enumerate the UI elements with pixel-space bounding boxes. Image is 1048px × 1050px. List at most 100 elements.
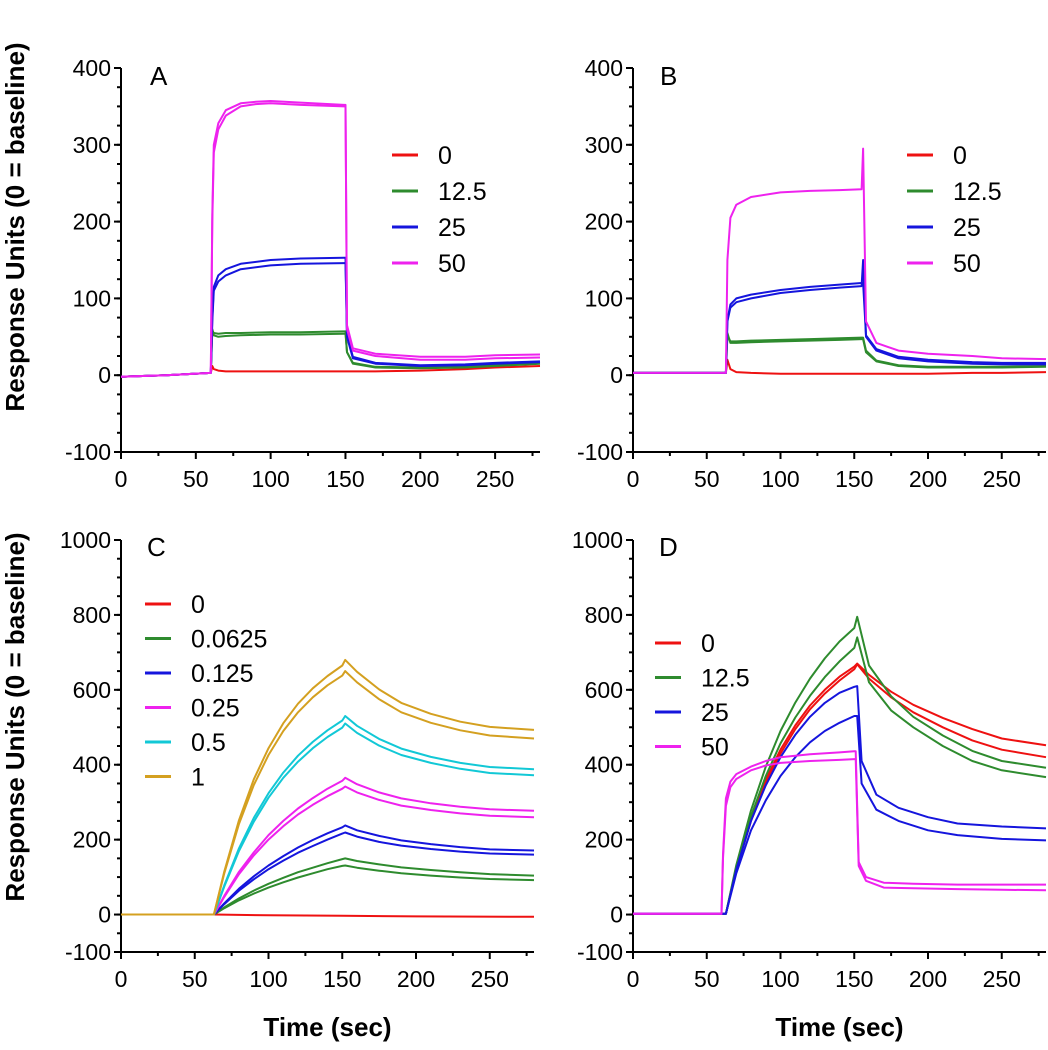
x-tick-label: 0 bbox=[627, 466, 640, 492]
legend-label: 50 bbox=[953, 250, 981, 278]
y-tick-label: 800 bbox=[585, 602, 623, 628]
legend-label: 0.0625 bbox=[191, 626, 267, 654]
legend-label: 25 bbox=[953, 214, 981, 242]
series-line-1 bbox=[121, 658, 535, 916]
series-line-0.5 bbox=[121, 722, 535, 916]
x-tick-label: 50 bbox=[694, 466, 720, 492]
series-line-50 bbox=[120, 102, 541, 378]
series-line-0.125 bbox=[121, 824, 535, 916]
legend-label: 50 bbox=[701, 734, 729, 762]
series-line-12.5 bbox=[120, 329, 541, 378]
legend-label: 12.5 bbox=[701, 665, 750, 693]
x-tick-label: 100 bbox=[251, 466, 289, 492]
x-tick-label: 100 bbox=[249, 966, 287, 992]
y-tick-label: -100 bbox=[577, 439, 623, 465]
y-tick-label: 0 bbox=[610, 902, 623, 928]
x-axis-title: Time (sec) bbox=[263, 1012, 391, 1042]
y-tick-label: 400 bbox=[73, 55, 111, 81]
y-tick-label: 400 bbox=[585, 55, 623, 81]
series-line-50 bbox=[633, 147, 1047, 374]
y-tick-label: -100 bbox=[577, 939, 623, 965]
series-line-0.125 bbox=[121, 831, 535, 916]
panel-letter: C bbox=[147, 532, 166, 562]
y-tick-label: 200 bbox=[73, 827, 111, 853]
x-tick-label: 50 bbox=[182, 966, 208, 992]
series-line-12.5 bbox=[120, 328, 541, 378]
series-line-0.25 bbox=[121, 785, 535, 916]
panel-letter: B bbox=[660, 61, 677, 91]
x-tick-label: 200 bbox=[401, 466, 439, 492]
panel-letter: D bbox=[659, 532, 678, 562]
y-tick-label: 600 bbox=[73, 677, 111, 703]
x-tick-label: 250 bbox=[476, 466, 514, 492]
series-line-25 bbox=[633, 685, 1047, 915]
x-tick-label: 250 bbox=[983, 466, 1021, 492]
x-tick-label: 200 bbox=[909, 466, 947, 492]
y-tick-label: 0 bbox=[610, 362, 623, 388]
y-tick-label: 200 bbox=[585, 209, 623, 235]
series-line-12.5 bbox=[633, 636, 1047, 915]
series-line-0 bbox=[120, 365, 541, 378]
x-tick-label: 0 bbox=[115, 966, 128, 992]
y-tick-label: 200 bbox=[73, 209, 111, 235]
y-tick-label: -100 bbox=[65, 939, 111, 965]
y-tick-label: 0 bbox=[98, 902, 111, 928]
series-line-50 bbox=[120, 100, 541, 378]
x-tick-label: 0 bbox=[115, 466, 128, 492]
x-tick-label: 250 bbox=[983, 966, 1021, 992]
y-tick-label: 400 bbox=[585, 752, 623, 778]
y-tick-label: 600 bbox=[585, 677, 623, 703]
x-tick-label: 150 bbox=[835, 466, 873, 492]
legend-label: 25 bbox=[438, 214, 466, 242]
legend-label: 1 bbox=[191, 764, 205, 792]
series-line-25 bbox=[633, 282, 1046, 374]
series-line-50 bbox=[633, 750, 1046, 915]
legend-label: 0 bbox=[953, 142, 967, 170]
y-tick-label: 300 bbox=[73, 132, 111, 158]
series-line-0.5 bbox=[121, 715, 535, 916]
series-line-0.25 bbox=[121, 776, 535, 916]
y-axis-title-top: Response Units (0 = baseline) bbox=[0, 42, 30, 411]
panel-letter: A bbox=[150, 61, 168, 91]
legend-label: 0 bbox=[191, 591, 205, 619]
x-axis-title: Time (sec) bbox=[775, 1012, 903, 1042]
series-line-12.5 bbox=[633, 334, 1047, 374]
x-tick-label: 200 bbox=[909, 966, 947, 992]
series-line-0.0625 bbox=[121, 857, 535, 916]
y-axis-title-bottom: Response Units (0 = baseline) bbox=[0, 532, 30, 901]
x-tick-label: 150 bbox=[323, 966, 361, 992]
y-tick-label: 400 bbox=[73, 752, 111, 778]
legend-label: 25 bbox=[701, 699, 729, 727]
y-tick-label: 100 bbox=[73, 285, 111, 311]
series-line-0 bbox=[633, 662, 1047, 915]
y-tick-label: 0 bbox=[98, 362, 111, 388]
x-tick-label: 100 bbox=[761, 966, 799, 992]
series-line-0 bbox=[633, 663, 1047, 915]
legend-label: 0.5 bbox=[191, 729, 226, 757]
legend-label: 12.5 bbox=[438, 178, 487, 206]
legend-label: 0 bbox=[701, 630, 715, 658]
series-line-1 bbox=[121, 670, 535, 916]
series-line-0.0625 bbox=[121, 864, 535, 916]
y-tick-label: 800 bbox=[73, 602, 111, 628]
y-tick-label: 1000 bbox=[60, 527, 111, 553]
series-line-25 bbox=[633, 715, 1047, 915]
x-tick-label: 200 bbox=[397, 966, 435, 992]
legend-label: 0.25 bbox=[191, 695, 240, 723]
y-tick-label: -100 bbox=[65, 439, 111, 465]
legend-label: 50 bbox=[438, 250, 466, 278]
y-tick-label: 200 bbox=[585, 827, 623, 853]
series-line-12.5 bbox=[633, 615, 1047, 915]
x-tick-label: 250 bbox=[471, 966, 509, 992]
y-tick-label: 300 bbox=[585, 132, 623, 158]
y-tick-label: 100 bbox=[585, 285, 623, 311]
legend-label: 12.5 bbox=[953, 178, 1002, 206]
y-tick-label: 1000 bbox=[572, 527, 623, 553]
x-tick-label: 150 bbox=[835, 966, 873, 992]
x-tick-label: 0 bbox=[627, 966, 640, 992]
